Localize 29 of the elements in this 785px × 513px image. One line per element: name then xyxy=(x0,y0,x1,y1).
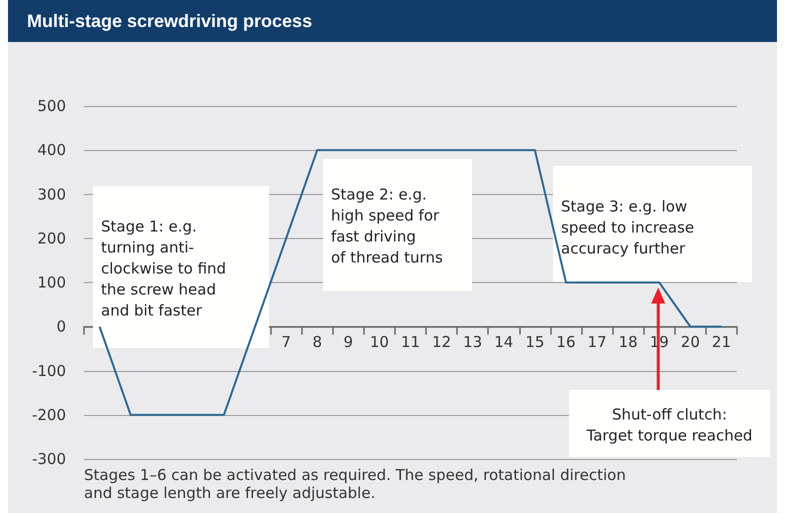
x-tick-label: 13 xyxy=(463,333,482,352)
annotation: Stage 2: e.g. high speed for fast driving of thread turns xyxy=(331,186,443,266)
y-tick-label: 200 xyxy=(37,229,66,248)
y-tick-label: 100 xyxy=(37,274,66,292)
y-tick-label: -100 xyxy=(32,362,66,380)
x-tick-label: 7 xyxy=(281,333,291,352)
x-tick-label: 8 xyxy=(312,333,322,352)
x-tick-label: 18 xyxy=(618,333,638,352)
annotation: Stage 1: e.g. turning anti- clockwise to find the screw head and bit faster xyxy=(101,218,226,320)
y-tick-label: 0 xyxy=(56,318,66,336)
annotation: Shut-off clutch: Target torque reached xyxy=(586,406,752,444)
y-tick-label: 500 xyxy=(37,97,66,115)
x-tick-label: 15 xyxy=(525,333,544,352)
x-tick-label: 11 xyxy=(400,333,420,352)
text: Stages 1–6 can be activated as required. The speed, rotational direction and stage length are freely adjustable. xyxy=(84,466,626,502)
y-tick-label: 300 xyxy=(37,185,66,204)
x-tick-label: 14 xyxy=(494,333,514,352)
y-tick-label: -300 xyxy=(32,450,66,468)
chart-title: Multi-stage screwdriving process xyxy=(8,0,777,42)
x-tick-label: 21 xyxy=(712,333,731,352)
x-tick-label: 17 xyxy=(588,333,607,352)
x-tick-label: 20 xyxy=(680,333,700,352)
y-tick-label: -200 xyxy=(32,406,66,424)
x-tick-label: 16 xyxy=(556,333,576,352)
x-tick-label: 10 xyxy=(370,333,389,352)
y-tick-label: 400 xyxy=(37,141,66,160)
x-tick-label: 9 xyxy=(344,333,354,352)
annotation: Stage 3: e.g. low speed to increase accuracy further xyxy=(561,198,694,258)
x-tick-label: 12 xyxy=(432,333,452,352)
